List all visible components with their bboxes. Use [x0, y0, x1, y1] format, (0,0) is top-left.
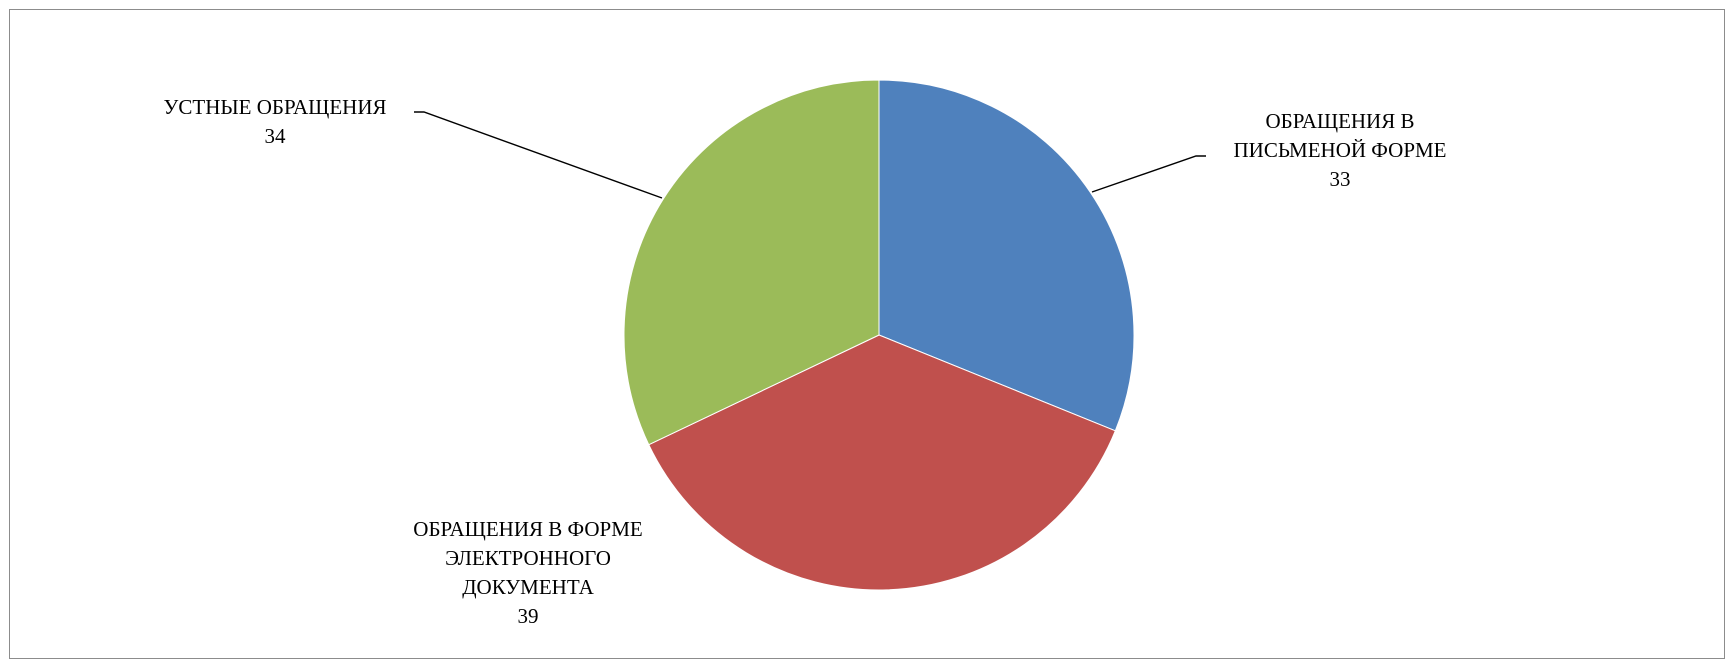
data-label-2-line-3: ДОКУМЕНТА [462, 575, 594, 599]
data-label-2: ОБРАЩЕНИЯ В ФОРМЕ ЭЛЕКТРОННОГО ДОКУМЕНТА 39 [413, 517, 642, 628]
leader-line-1 [1091, 155, 1206, 193]
data-label-3-line-1: УСТНЫЕ ОБРАЩЕНИЯ [164, 95, 387, 119]
pie-slice-2 [648, 334, 1116, 591]
data-label-1-line-2: ПИСЬМЕНОЙ ФОРМЕ [1234, 138, 1447, 162]
data-label-2-line-1: ОБРАЩЕНИЯ В ФОРМЕ [413, 517, 642, 541]
pie-slice-3 [623, 79, 880, 446]
data-label-2-line-2: ЭЛЕКТРОННОГО [445, 546, 611, 570]
data-label-3-value: 34 [265, 124, 287, 148]
pie-slices [623, 79, 1135, 591]
data-label-1-value: 33 [1330, 167, 1351, 191]
data-label-3: УСТНЫЕ ОБРАЩЕНИЯ 34 [164, 95, 387, 148]
leader-line-3 [414, 111, 663, 199]
data-label-1-line-1: ОБРАЩЕНИЯ В [1266, 109, 1415, 133]
pie-slice-1 [878, 79, 1135, 432]
data-label-1: ОБРАЩЕНИЯ В ПИСЬМЕНОЙ ФОРМЕ 33 [1234, 109, 1447, 191]
data-label-2-value: 39 [518, 604, 539, 628]
